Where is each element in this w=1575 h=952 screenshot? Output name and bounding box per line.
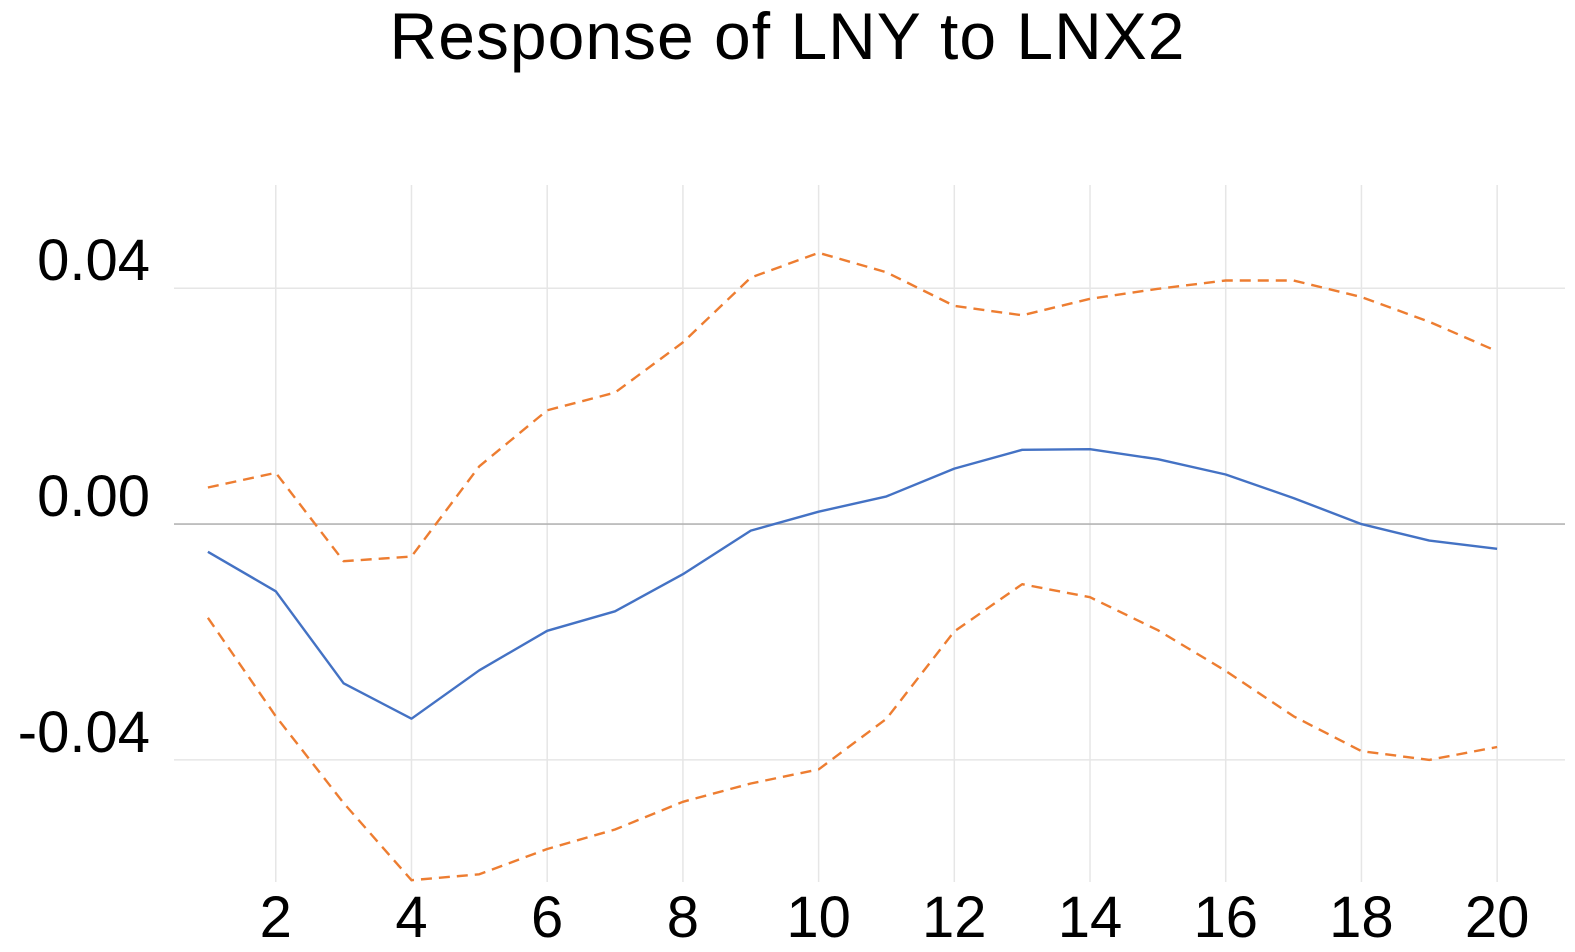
series-line-response bbox=[207, 448, 1498, 720]
x-tick-label: 8 bbox=[667, 885, 699, 950]
x-tick-label: 10 bbox=[786, 885, 851, 950]
x-tick-label: 20 bbox=[1465, 885, 1530, 950]
x-tick-label: 6 bbox=[531, 885, 563, 950]
series-line-lower-band bbox=[206, 583, 1498, 882]
series-layer bbox=[206, 251, 1498, 882]
y-tick-label: -0.04 bbox=[18, 700, 150, 765]
x-tick-label: 18 bbox=[1329, 885, 1394, 950]
grid-layer bbox=[174, 185, 1565, 882]
x-tick-label: 2 bbox=[260, 885, 292, 950]
chart-title: Response of LNY to LNX2 bbox=[389, 0, 1186, 73]
tick-label-layer: 2 4 6 8 10 12 14 16 18 20 0.04 0.00 -0.04 bbox=[18, 228, 1530, 950]
x-tick-label: 4 bbox=[395, 885, 427, 950]
x-tick-label: 16 bbox=[1193, 885, 1258, 950]
x-tick-label: 14 bbox=[1058, 885, 1123, 950]
y-tick-label: 0.04 bbox=[37, 228, 150, 293]
y-tick-label: 0.00 bbox=[37, 464, 150, 529]
series-line-upper-band bbox=[207, 251, 1498, 563]
x-tick-label: 12 bbox=[922, 885, 987, 950]
